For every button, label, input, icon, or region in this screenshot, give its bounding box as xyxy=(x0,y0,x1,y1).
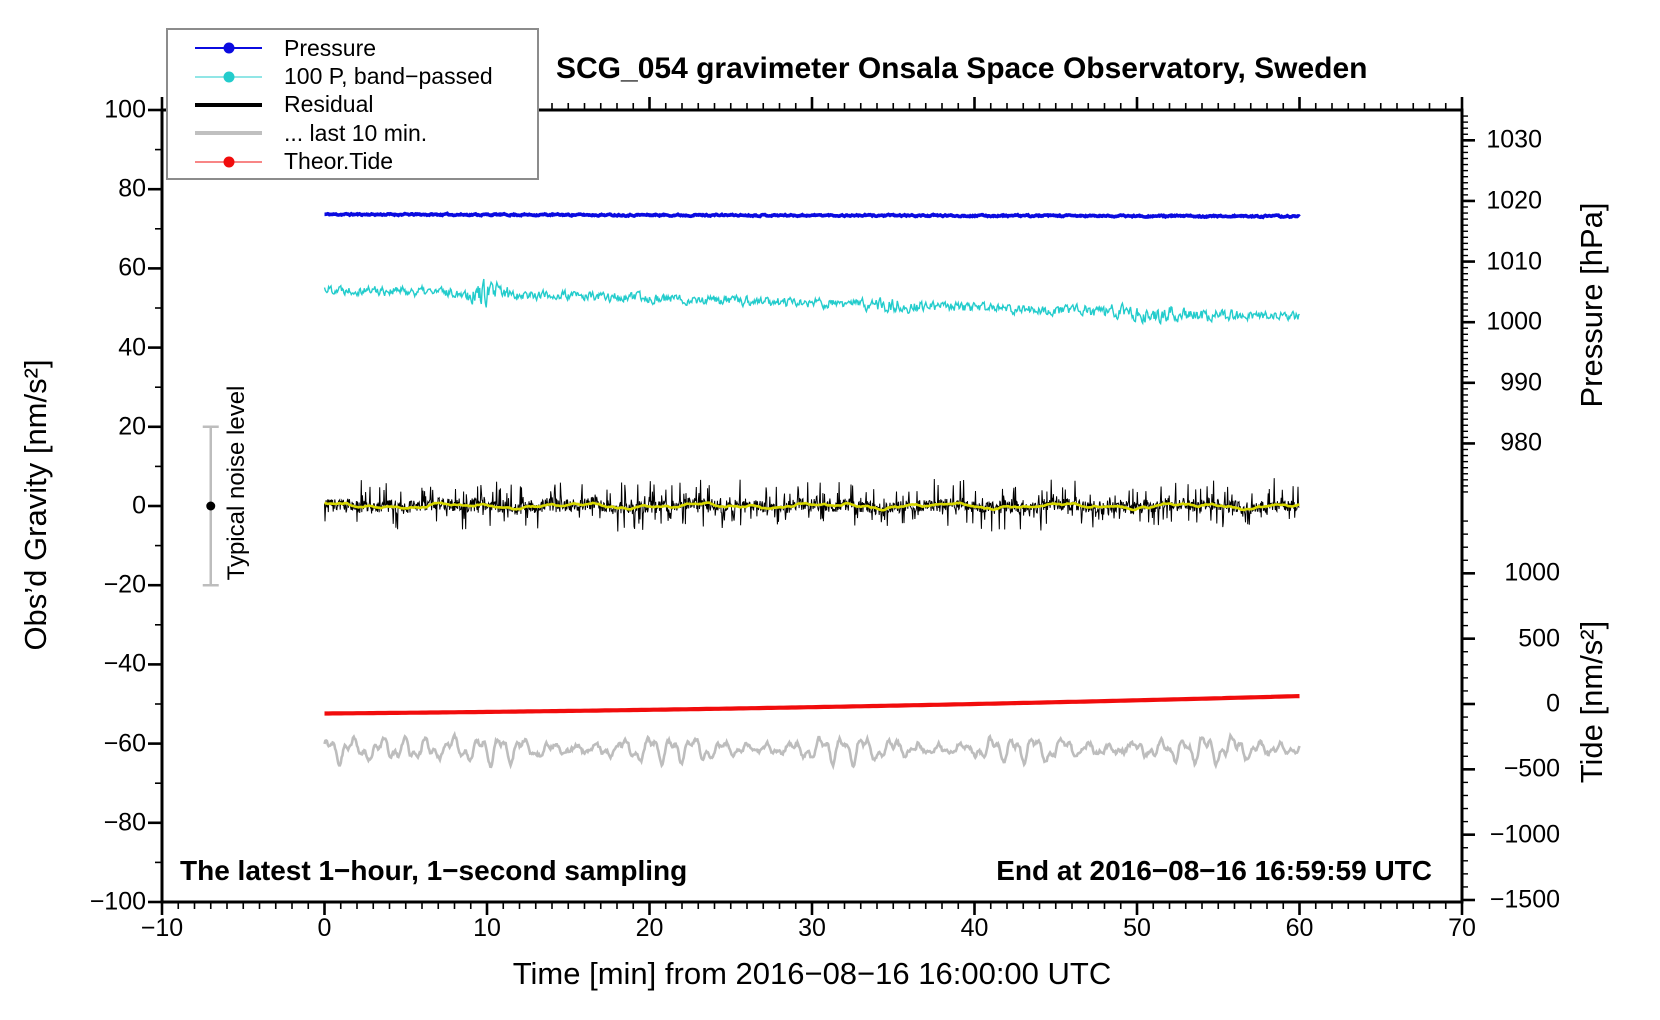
tide-tick-label: −1000 xyxy=(1489,820,1560,849)
pressure-tick-label: 1000 xyxy=(1486,307,1542,336)
legend-swatch xyxy=(195,41,262,55)
chart-title: SCG_054 gravimeter Onsala Space Observat… xyxy=(556,52,1368,85)
x-tick-label: −10 xyxy=(140,914,184,942)
legend-line-sample xyxy=(195,102,262,107)
tide-tick-label: 0 xyxy=(1546,689,1560,718)
series-path xyxy=(323,278,1300,326)
legend-label: 100 P, band−passed xyxy=(284,63,493,90)
legend-item-1: 100 P, band−passed xyxy=(168,62,537,90)
legend-swatch xyxy=(195,126,262,140)
x-axis-label: Time [min] from 2016−08−16 16:00:00 UTC xyxy=(512,956,1112,991)
series-path xyxy=(324,211,1301,220)
x-tick-label: 40 xyxy=(960,914,989,942)
x-tick-label: 0 xyxy=(317,914,332,942)
legend-item-0: Pressure xyxy=(168,34,537,62)
legend-line-sample xyxy=(195,131,262,136)
annotation-end-time: End at 2016−08−16 16:59:59 UTC xyxy=(996,855,1432,886)
gravity-tick-label: −40 xyxy=(103,649,146,678)
gravity-tick-label: 20 xyxy=(118,412,146,441)
gravity-tick-label: −60 xyxy=(103,729,146,758)
pressure-tick-label: 980 xyxy=(1500,428,1542,457)
gravity-tick-label: −100 xyxy=(89,887,146,916)
legend-swatch xyxy=(195,70,262,84)
legend-item-3: ... last 10 min. xyxy=(168,119,537,147)
gravity-tick-label: 80 xyxy=(118,174,146,203)
pressure-tick-label: 1010 xyxy=(1486,247,1542,276)
legend-label: Theor.Tide xyxy=(284,148,394,175)
gravity-tick-label: 40 xyxy=(118,333,146,362)
gravity-tick-label: −20 xyxy=(103,570,146,599)
x-tick-label: 60 xyxy=(1285,914,1314,942)
y-axis-label-gravity: Obs’d Gravity [nm/s²] xyxy=(18,359,53,651)
pressure-tick-label: 1020 xyxy=(1486,186,1542,215)
tide-tick-label: −1500 xyxy=(1489,885,1560,914)
series-path xyxy=(323,730,1301,771)
gravity-tick-label: 0 xyxy=(132,491,146,520)
x-tick-label: 10 xyxy=(473,914,501,942)
tide-tick-label: 1000 xyxy=(1504,558,1560,587)
x-tick-label: 50 xyxy=(1123,914,1151,942)
x-tick-label: 70 xyxy=(1448,914,1476,942)
legend-dot xyxy=(223,42,234,54)
legend-dot xyxy=(223,156,234,168)
tide-tick-label: 500 xyxy=(1518,624,1560,653)
legend-dot xyxy=(223,71,234,83)
noise-bar-dot xyxy=(206,501,216,511)
x-tick-label: 30 xyxy=(798,914,826,942)
y-axis-label-tide: Tide [nm/s²] xyxy=(1574,620,1609,784)
pressure-tick-label: 990 xyxy=(1500,368,1542,397)
x-tick-label: 20 xyxy=(635,914,664,942)
gravity-tick-label: 100 xyxy=(104,95,146,124)
legend-item-4: Theor.Tide xyxy=(168,148,537,176)
gravity-tick-label: 60 xyxy=(118,253,146,282)
tide-tick-label: −500 xyxy=(1503,754,1560,783)
series-path xyxy=(324,501,1300,512)
series-path xyxy=(324,694,1300,716)
y-axis-label-pressure: Pressure [hPa] xyxy=(1574,202,1609,408)
legend-label: Residual xyxy=(284,91,374,118)
legend-label: Pressure xyxy=(284,34,377,61)
noise-level-label: Typical noise level xyxy=(223,385,250,581)
annotation-sampling: The latest 1−hour, 1−second sampling xyxy=(180,855,688,886)
legend-swatch xyxy=(195,98,262,112)
gravity-tick-label: −80 xyxy=(103,808,146,837)
legend-item-2: Residual xyxy=(168,91,537,119)
legend: Pressure 100 P, band−passed Residual... la… xyxy=(166,28,539,180)
legend-swatch xyxy=(195,155,262,169)
legend-label: ... last 10 min. xyxy=(284,119,428,146)
pressure-tick-label: 1030 xyxy=(1486,125,1542,154)
